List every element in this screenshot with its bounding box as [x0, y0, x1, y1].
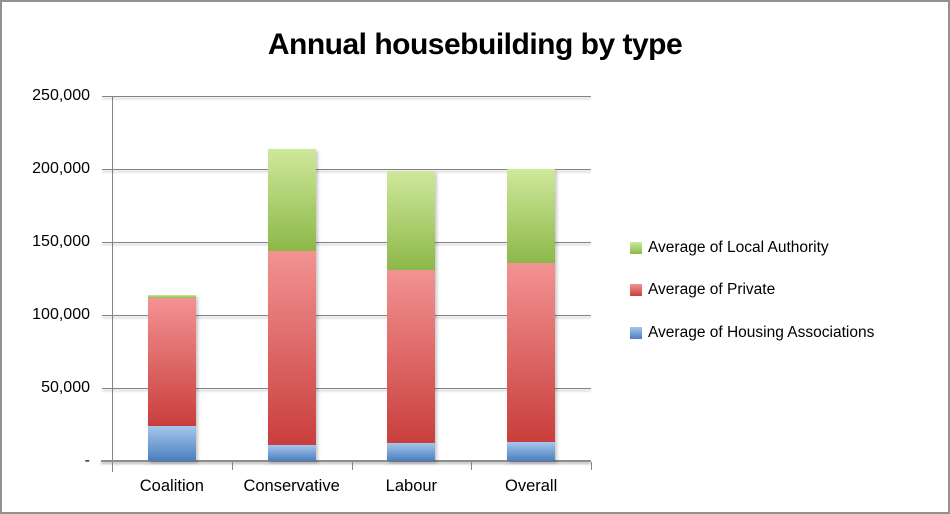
x-category-label: Conservative	[243, 477, 340, 495]
x-category-label: Coalition	[139, 477, 204, 495]
legend-swatch-average-of-local-authority	[630, 242, 642, 254]
bar-overall	[507, 169, 556, 461]
bar-segment-average-of-local-authority	[267, 148, 316, 251]
legend-label: Average of Local Authority	[648, 239, 829, 256]
x-axis-tick-mark	[591, 462, 592, 470]
y-axis-tick-label: 200,000	[32, 160, 90, 177]
bar-conservative	[267, 148, 316, 461]
bar-segment-average-of-housing-associations	[387, 443, 436, 461]
x-axis-tick-mark	[231, 462, 233, 470]
bar-labour	[387, 171, 436, 461]
gridline	[102, 169, 591, 170]
bar-coalition	[147, 294, 196, 461]
legend-item-average-of-local-authority: Average of Local Authority	[630, 239, 874, 256]
y-axis-line	[112, 96, 113, 472]
y-axis-tick-label: 100,000	[32, 306, 90, 323]
gridline	[102, 96, 591, 97]
bar-segment-average-of-private	[507, 263, 556, 442]
bar-segment-average-of-housing-associations	[147, 425, 196, 461]
chart-title: Annual housebuilding by type	[267, 28, 683, 61]
y-axis-tick-label: -	[84, 452, 90, 469]
gridline	[102, 242, 591, 243]
legend-item-average-of-private: Average of Private	[630, 281, 874, 299]
x-category-label: Overall	[504, 477, 558, 495]
gridline	[102, 388, 591, 389]
x-axis-tick-mark	[112, 462, 113, 470]
bar-segment-average-of-private	[267, 250, 316, 445]
x-axis-line	[101, 460, 591, 462]
x-axis-tick-mark	[471, 462, 473, 470]
legend-swatch-average-of-private	[630, 284, 642, 297]
x-axis-tick-mark	[351, 462, 353, 470]
bar-segment-average-of-local-authority	[387, 171, 436, 271]
bar-segment-average-of-local-authority	[507, 169, 556, 264]
bar-segment-average-of-local-authority	[147, 294, 196, 299]
bar-segment-average-of-private	[147, 298, 196, 426]
y-axis-tick-label: 250,000	[32, 87, 90, 104]
x-category-label: Labour	[385, 477, 438, 495]
y-axis-tick-label: 150,000	[32, 233, 90, 250]
legend: Average of Local Authority Average of Pri…	[630, 239, 875, 367]
plot-area: - 50,000 100,000 150,000 200,000 250,000 Coali…	[32, 87, 592, 495]
bar-segment-average-of-housing-associations	[267, 444, 316, 461]
gridline	[102, 315, 591, 316]
y-axis-tick-label: 50,000	[41, 379, 90, 396]
bar-segment-average-of-housing-associations	[507, 442, 556, 461]
bar-segment-average-of-private	[387, 270, 436, 444]
legend-label: Average of Private	[648, 281, 776, 299]
legend-item-average-of-housing-associations: Average of Housing Associations	[630, 323, 875, 341]
legend-swatch-average-of-housing-associations	[630, 326, 642, 339]
legend-label: Average of Housing Associations	[648, 323, 875, 341]
